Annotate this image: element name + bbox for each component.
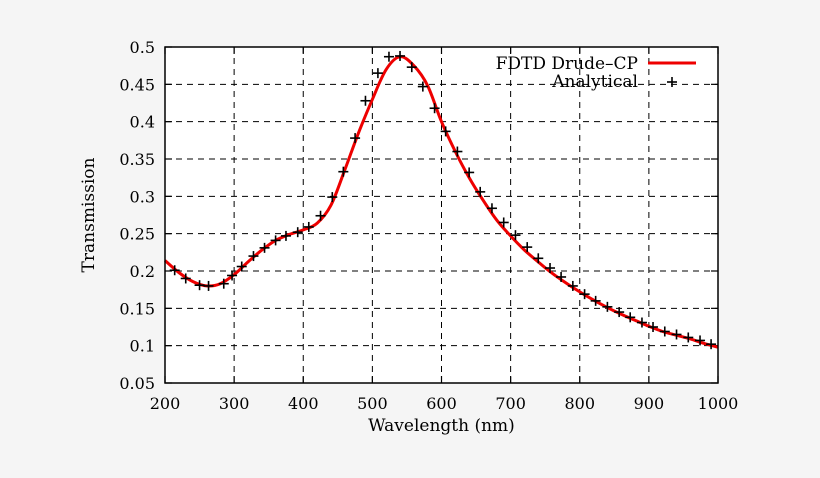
x-tick-label-400: 400 [288, 394, 319, 413]
x-tick-label-1000: 1000 [698, 394, 739, 413]
y-tick-label-5: 0.3 [130, 187, 155, 206]
series-line-fdtd-drude-cp [164, 55, 719, 349]
data-point-analytical-11 [292, 227, 303, 238]
y-tick-label-3: 0.2 [130, 262, 155, 281]
data-point-analytical-36 [579, 289, 590, 300]
y-tick-label-1: 0.1 [130, 337, 155, 356]
x-tick-label-600: 600 [426, 394, 457, 413]
data-point-analytical-7 [248, 251, 259, 262]
data-point-analytical-21 [406, 62, 417, 73]
x-tick-labels: 200 300 400 500 600 700 800 900 1000 [150, 394, 739, 413]
data-point-analytical-0 [169, 265, 180, 276]
data-point-analytical-1 [180, 273, 191, 284]
data-point-analytical-30 [510, 230, 521, 241]
data-point-analytical-3 [203, 280, 214, 291]
data-point-analytical-40 [625, 312, 636, 323]
data-point-analytical-15 [338, 166, 349, 177]
data-point-analytical-20 [395, 50, 406, 61]
data-point-analytical-44 [671, 329, 682, 340]
data-point-analytical-26 [464, 167, 475, 178]
y-axis-label: Transmission [79, 158, 99, 273]
data-point-analytical-13 [315, 210, 326, 221]
data-point-analytical-45 [683, 332, 694, 343]
data-point-analytical-23 [429, 103, 440, 114]
data-point-analytical-34 [556, 271, 567, 282]
y-tick-label-7: 0.4 [130, 113, 155, 132]
legend-plus-marker [667, 77, 677, 87]
data-point-analytical-9 [270, 235, 281, 246]
data-point-analytical-5 [227, 270, 238, 281]
legend: FDTD Drude–CP Analytical [496, 54, 696, 92]
legend-swatch-analytical [667, 77, 677, 87]
data-point-analytical-38 [602, 301, 613, 312]
data-point-analytical-42 [648, 322, 659, 332]
data-point-analytical-22 [417, 81, 428, 92]
data-point-analytical-6 [236, 261, 247, 272]
data-point-analytical-19 [383, 51, 394, 62]
series-analytical-points-group [169, 50, 717, 350]
y-tick-label-8: 0.45 [119, 75, 155, 94]
x-tick-label-200: 200 [150, 394, 181, 413]
data-point-analytical-10 [280, 230, 291, 241]
data-point-analytical-4 [218, 278, 229, 289]
axis-ticks [164, 46, 719, 384]
data-point-analytical-37 [590, 295, 601, 306]
data-point-analytical-41 [636, 317, 647, 328]
data-point-analytical-24 [440, 126, 451, 137]
data-point-analytical-12 [303, 221, 314, 232]
data-point-analytical-43 [659, 326, 670, 337]
data-point-analytical-8 [259, 242, 270, 253]
data-point-analytical-2 [194, 280, 205, 291]
data-point-analytical-18 [372, 68, 383, 79]
data-point-analytical-25 [452, 146, 463, 157]
data-point-analytical-35 [567, 280, 578, 291]
x-tick-label-700: 700 [495, 394, 526, 413]
y-tick-labels: 0.05 0.1 0.15 0.2 0.25 0.3 0.35 0.4 0.45 0.5 [119, 38, 155, 393]
plot-frame [164, 46, 719, 384]
legend-label-analytical: Analytical [551, 72, 638, 92]
data-point-analytical-31 [522, 242, 533, 253]
data-point-analytical-47 [706, 339, 717, 350]
x-tick-label-800: 800 [564, 394, 595, 413]
data-point-analytical-14 [327, 192, 338, 203]
y-tick-label-2: 0.15 [119, 299, 155, 318]
data-point-analytical-33 [545, 263, 556, 274]
y-tick-label-6: 0.35 [119, 150, 155, 169]
series-fdtd-line-group [164, 55, 719, 349]
data-point-analytical-17 [360, 95, 371, 106]
data-point-analytical-27 [475, 186, 486, 197]
data-point-analytical-28 [486, 203, 497, 214]
x-axis-label: Wavelength (nm) [368, 416, 515, 436]
y-tick-label-4: 0.25 [119, 225, 155, 244]
data-point-analytical-46 [695, 335, 706, 346]
data-point-analytical-16 [350, 133, 361, 144]
x-tick-label-900: 900 [634, 394, 665, 413]
x-tick-label-500: 500 [357, 394, 388, 413]
y-tick-label-9: 0.5 [130, 38, 155, 57]
legend-label-fdtd: FDTD Drude–CP [496, 54, 638, 74]
data-point-analytical-29 [498, 217, 509, 228]
x-tick-label-300: 300 [219, 394, 250, 413]
data-point-analytical-39 [614, 307, 625, 318]
y-tick-label-0: 0.05 [119, 374, 155, 393]
data-point-analytical-32 [533, 253, 544, 264]
